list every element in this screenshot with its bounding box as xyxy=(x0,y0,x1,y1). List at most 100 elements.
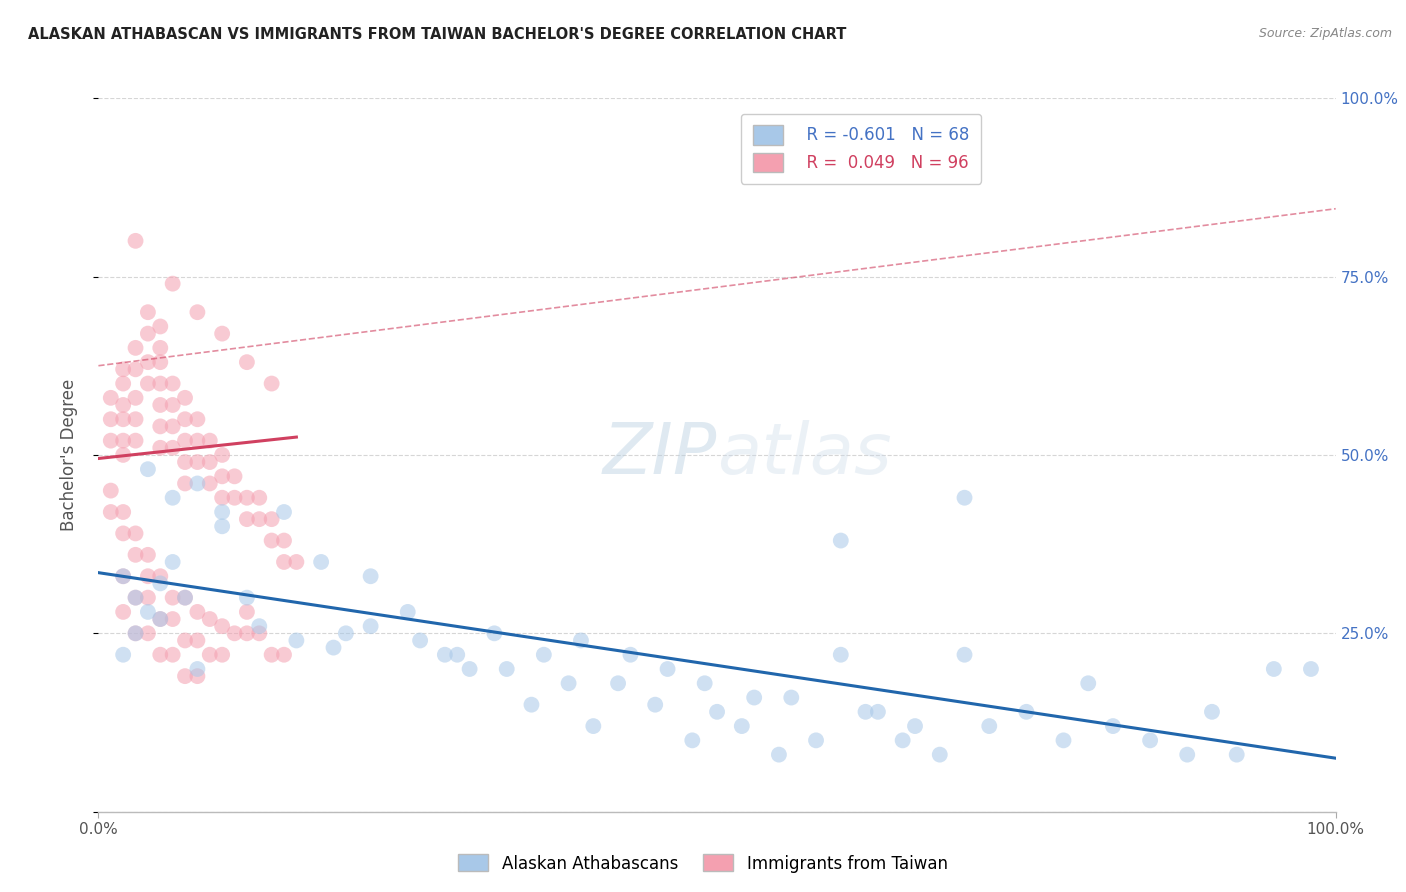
Point xyxy=(211,326,233,341)
Point xyxy=(149,576,172,591)
Point xyxy=(360,569,382,583)
Point xyxy=(1015,705,1038,719)
Point xyxy=(211,648,233,662)
Point xyxy=(149,376,172,391)
Point xyxy=(174,412,197,426)
Point xyxy=(112,569,135,583)
Point xyxy=(149,648,172,662)
Point xyxy=(112,448,135,462)
Point xyxy=(396,605,419,619)
Point xyxy=(149,398,172,412)
Point xyxy=(273,505,295,519)
Point xyxy=(149,612,172,626)
Point xyxy=(124,591,146,605)
Point xyxy=(174,669,197,683)
Point xyxy=(211,469,233,483)
Point xyxy=(1263,662,1285,676)
Point xyxy=(260,512,283,526)
Point xyxy=(112,434,135,448)
Point xyxy=(124,548,146,562)
Point xyxy=(124,526,146,541)
Point xyxy=(1102,719,1125,733)
Point xyxy=(112,569,135,583)
Point xyxy=(247,491,270,505)
Point xyxy=(830,648,852,662)
Point xyxy=(186,412,208,426)
Point xyxy=(186,605,208,619)
Point xyxy=(136,591,159,605)
Point xyxy=(100,434,122,448)
Point xyxy=(186,476,208,491)
Text: ALASKAN ATHABASCAN VS IMMIGRANTS FROM TAIWAN BACHELOR'S DEGREE CORRELATION CHART: ALASKAN ATHABASCAN VS IMMIGRANTS FROM TA… xyxy=(28,27,846,42)
Point xyxy=(520,698,543,712)
Point xyxy=(582,719,605,733)
Point xyxy=(433,648,456,662)
Point xyxy=(236,605,259,619)
Point xyxy=(731,719,754,733)
Text: atlas: atlas xyxy=(717,420,891,490)
Point xyxy=(768,747,790,762)
Point xyxy=(198,455,221,469)
Point xyxy=(112,526,135,541)
Point xyxy=(211,448,233,462)
Point xyxy=(495,662,517,676)
Point xyxy=(247,626,270,640)
Point xyxy=(211,519,233,533)
Legend: Alaskan Athabascans, Immigrants from Taiwan: Alaskan Athabascans, Immigrants from Tai… xyxy=(451,847,955,880)
Point xyxy=(100,505,122,519)
Point xyxy=(260,376,283,391)
Point xyxy=(124,391,146,405)
Point xyxy=(273,555,295,569)
Point xyxy=(866,705,889,719)
Point xyxy=(1226,747,1249,762)
Point xyxy=(484,626,506,640)
Point xyxy=(186,434,208,448)
Point xyxy=(335,626,357,640)
Point xyxy=(569,633,592,648)
Point xyxy=(780,690,803,705)
Point xyxy=(174,591,197,605)
Point xyxy=(174,434,197,448)
Point xyxy=(124,341,146,355)
Point xyxy=(162,491,184,505)
Point xyxy=(186,455,208,469)
Point xyxy=(112,505,135,519)
Point xyxy=(273,533,295,548)
Point xyxy=(458,662,481,676)
Point xyxy=(211,619,233,633)
Point xyxy=(149,419,172,434)
Point xyxy=(162,441,184,455)
Point xyxy=(657,662,679,676)
Point xyxy=(533,648,555,662)
Point xyxy=(136,355,159,369)
Point xyxy=(124,234,146,248)
Point xyxy=(186,669,208,683)
Point xyxy=(198,612,221,626)
Point xyxy=(928,747,950,762)
Point xyxy=(174,633,197,648)
Point xyxy=(112,412,135,426)
Point xyxy=(953,491,976,505)
Point xyxy=(322,640,344,655)
Point xyxy=(706,705,728,719)
Point xyxy=(236,591,259,605)
Point xyxy=(112,398,135,412)
Point xyxy=(693,676,716,690)
Point xyxy=(211,505,233,519)
Point xyxy=(124,362,146,376)
Point xyxy=(904,719,927,733)
Point xyxy=(136,626,159,640)
Point xyxy=(149,569,172,583)
Point xyxy=(619,648,641,662)
Point xyxy=(224,491,246,505)
Point xyxy=(1201,705,1223,719)
Point xyxy=(309,555,332,569)
Point xyxy=(162,398,184,412)
Point xyxy=(174,391,197,405)
Y-axis label: Bachelor's Degree: Bachelor's Degree xyxy=(59,379,77,531)
Point xyxy=(112,376,135,391)
Point xyxy=(1077,676,1099,690)
Point xyxy=(124,591,146,605)
Point xyxy=(198,434,221,448)
Point xyxy=(236,491,259,505)
